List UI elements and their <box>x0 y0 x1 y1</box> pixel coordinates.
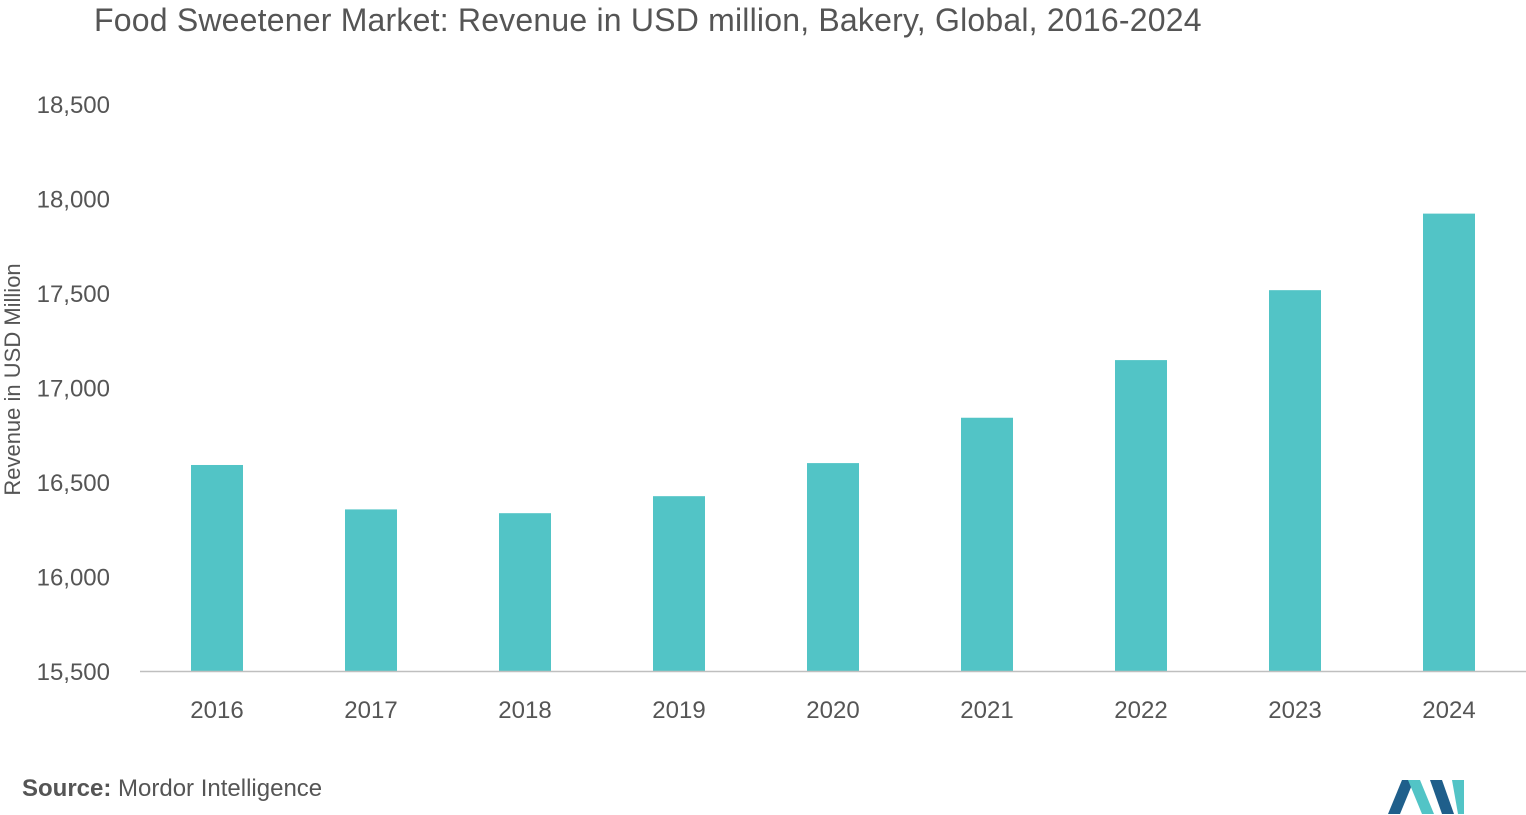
bar-2021 <box>961 417 1013 671</box>
y-axis-ticks: 15,500 16,000 16,500 17,000 17,500 18,000 18,5… <box>37 92 110 686</box>
bar-2017 <box>345 509 397 671</box>
x-axis-ticks: 2016 2017 2018 2019 2020 2021 2022 2023 2024 <box>190 697 1475 724</box>
y-tick-label: 16,000 <box>37 565 110 592</box>
source-text: Mordor Intelligence <box>118 775 323 802</box>
x-tick-label: 2019 <box>652 697 705 724</box>
bar-2022 <box>1115 360 1167 671</box>
y-axis-title: Revenue in USD Million <box>0 263 25 495</box>
y-axis-title-group: Revenue in USD Million <box>0 263 25 495</box>
y-tick-label: 18,500 <box>37 92 110 119</box>
y-tick-label: 18,000 <box>37 187 110 214</box>
logo-shape-left <box>1388 780 1414 814</box>
y-tick-label: 16,500 <box>37 470 110 497</box>
y-tick-label: 17,000 <box>37 376 110 403</box>
bar-2020 <box>807 463 859 671</box>
bars <box>191 213 1475 671</box>
bar-2018 <box>499 513 551 671</box>
bar-2016 <box>191 464 243 671</box>
x-tick-label: 2017 <box>344 697 397 724</box>
x-tick-label: 2016 <box>190 697 243 724</box>
logo-shape-mid <box>1408 780 1434 814</box>
y-tick-label: 15,500 <box>37 659 110 686</box>
x-tick-label: 2021 <box>960 697 1013 724</box>
source-note: Source: Mordor Intelligence <box>22 775 322 803</box>
x-tick-label: 2023 <box>1268 697 1321 724</box>
y-tick-label: 17,500 <box>37 281 110 308</box>
x-tick-label: 2024 <box>1422 697 1475 724</box>
x-tick-label: 2020 <box>806 697 859 724</box>
logo-shape-right <box>1430 780 1454 814</box>
x-tick-label: 2018 <box>498 697 551 724</box>
bar-2024 <box>1423 213 1475 671</box>
source-label: Source: <box>22 775 112 802</box>
bar-2019 <box>653 496 705 671</box>
bar-chart: Revenue in USD Million 15,500 16,000 16,50… <box>0 92 1526 724</box>
bar-2023 <box>1269 290 1321 671</box>
chart-title: Food Sweetener Market: Revenue in USD mi… <box>94 2 1202 38</box>
mordor-intelligence-logo-icon <box>1388 780 1464 814</box>
x-tick-label: 2022 <box>1114 697 1167 724</box>
logo-shape-bar <box>1452 780 1464 814</box>
